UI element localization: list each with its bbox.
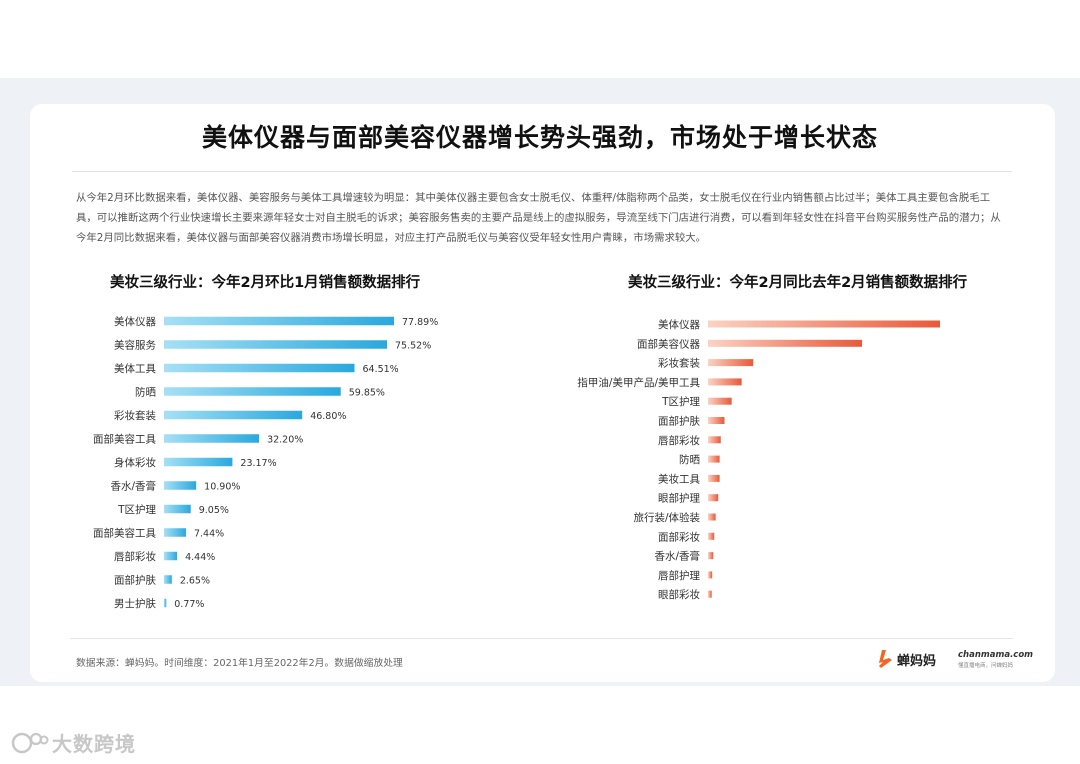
category-label: 指甲油/美甲产品/美甲工具 xyxy=(577,376,700,389)
watermark-logo-icon xyxy=(11,732,49,753)
brand-tagline: 懂直播电商，问蝉妈妈 xyxy=(958,663,1014,669)
category-label: 面部彩妆 xyxy=(658,530,700,543)
bar xyxy=(164,410,303,420)
category-label: 男士护肤 xyxy=(114,597,156,610)
value-label: 10.90% xyxy=(204,482,240,493)
intro-paragraph: 从今年2月环比数据来看，美体仪器、美容服务与美体工具增速较为明显：其中美体仪器主… xyxy=(76,192,1001,244)
bar xyxy=(164,316,394,326)
category-label: 美容服务 xyxy=(114,339,156,352)
right-chart-title: 美妆三级行业：今年2月同比去年2月销售额数据排行 xyxy=(628,275,968,291)
bar xyxy=(708,320,940,328)
value-label: 32.20% xyxy=(267,435,303,446)
data-source-note: 数据来源：蝉妈妈。时间维度：2021年1月至2022年2月。数据做缩放处理 xyxy=(76,658,403,669)
value-label: 9.05% xyxy=(199,505,229,516)
bar xyxy=(164,457,233,467)
value-label: 7.44% xyxy=(194,529,224,540)
bar xyxy=(164,551,178,561)
left-bar-chart: 美体仪器 77.89% 美容服务 75.52% 美体工具 64.51% 防晒 59.85% 彩妆… xyxy=(93,315,438,610)
bar xyxy=(708,397,732,405)
category-label: T区护理 xyxy=(117,503,156,516)
bar xyxy=(708,494,719,502)
bar xyxy=(164,504,191,514)
category-label: T区护理 xyxy=(661,395,700,408)
category-label: 身体彩妆 xyxy=(114,456,156,469)
value-label: 46.80% xyxy=(310,411,346,422)
cicada-logo-icon xyxy=(879,650,892,668)
value-label: 64.51% xyxy=(362,364,398,375)
bar xyxy=(708,339,863,347)
bar xyxy=(164,363,355,373)
category-label: 眼部彩妆 xyxy=(658,588,700,601)
bar xyxy=(708,455,720,463)
category-label: 香水/香膏 xyxy=(654,550,700,563)
category-label: 美体仪器 xyxy=(114,315,156,328)
category-label: 面部美容仪器 xyxy=(637,337,700,350)
category-label: 唇部彩妆 xyxy=(658,434,700,447)
category-label: 面部护肤 xyxy=(114,574,156,587)
category-label: 香水/香膏 xyxy=(110,480,156,493)
category-label: 防晒 xyxy=(679,453,700,466)
category-label: 彩妆套装 xyxy=(658,357,700,370)
watermark-text: 大数跨境 xyxy=(52,732,136,756)
category-label: 唇部护理 xyxy=(658,569,700,582)
category-label: 面部美容工具 xyxy=(93,527,156,540)
bar xyxy=(708,571,713,579)
brand-domain: chanmama.com xyxy=(958,650,1034,660)
value-label: 75.52% xyxy=(395,341,431,352)
brand-name: 蝉妈妈 xyxy=(897,653,937,669)
category-label: 唇部彩妆 xyxy=(114,550,156,563)
bar xyxy=(708,532,715,540)
bar xyxy=(164,575,172,584)
category-label: 彩妆套装 xyxy=(114,409,156,422)
title-divider xyxy=(72,171,1012,172)
value-label: 2.65% xyxy=(180,576,210,587)
bar xyxy=(708,378,742,386)
bar xyxy=(708,474,720,482)
value-label: 77.89% xyxy=(402,317,438,328)
value-label: 59.85% xyxy=(349,388,385,399)
bar xyxy=(708,359,754,367)
category-label: 面部护肤 xyxy=(658,415,700,428)
bar xyxy=(708,590,712,598)
left-chart-title: 美妆三级行业：今年2月环比1月销售额数据排行 xyxy=(110,275,421,291)
category-label: 眼部护理 xyxy=(658,492,700,505)
category-label: 美妆工具 xyxy=(658,472,700,485)
category-label: 美体仪器 xyxy=(658,318,700,331)
bar xyxy=(708,513,716,521)
watermark: 大数跨境 xyxy=(10,728,136,757)
value-label: 23.17% xyxy=(240,458,276,469)
page-title: 美体仪器与面部美容仪器增长势头强劲，市场处于增长状态 xyxy=(201,123,878,152)
brand-logo: 蝉妈妈 xyxy=(876,648,936,670)
value-label: 4.44% xyxy=(185,552,215,563)
bar xyxy=(164,598,167,608)
bar xyxy=(708,417,725,424)
brand-side: chanmama.com 懂直播电商，问蝉妈妈 xyxy=(958,650,1033,669)
bar xyxy=(708,552,714,560)
bar xyxy=(164,528,186,537)
bar xyxy=(164,481,197,490)
bar xyxy=(164,434,260,443)
category-label: 旅行装/体验装 xyxy=(633,511,700,524)
category-label: 面部美容工具 xyxy=(93,433,156,446)
bar xyxy=(164,387,341,396)
value-label: 0.77% xyxy=(174,599,204,610)
category-label: 防晒 xyxy=(135,386,156,399)
footer-divider xyxy=(70,638,1013,639)
category-label: 美体工具 xyxy=(114,362,156,375)
bar xyxy=(164,340,388,349)
bar xyxy=(708,436,721,444)
